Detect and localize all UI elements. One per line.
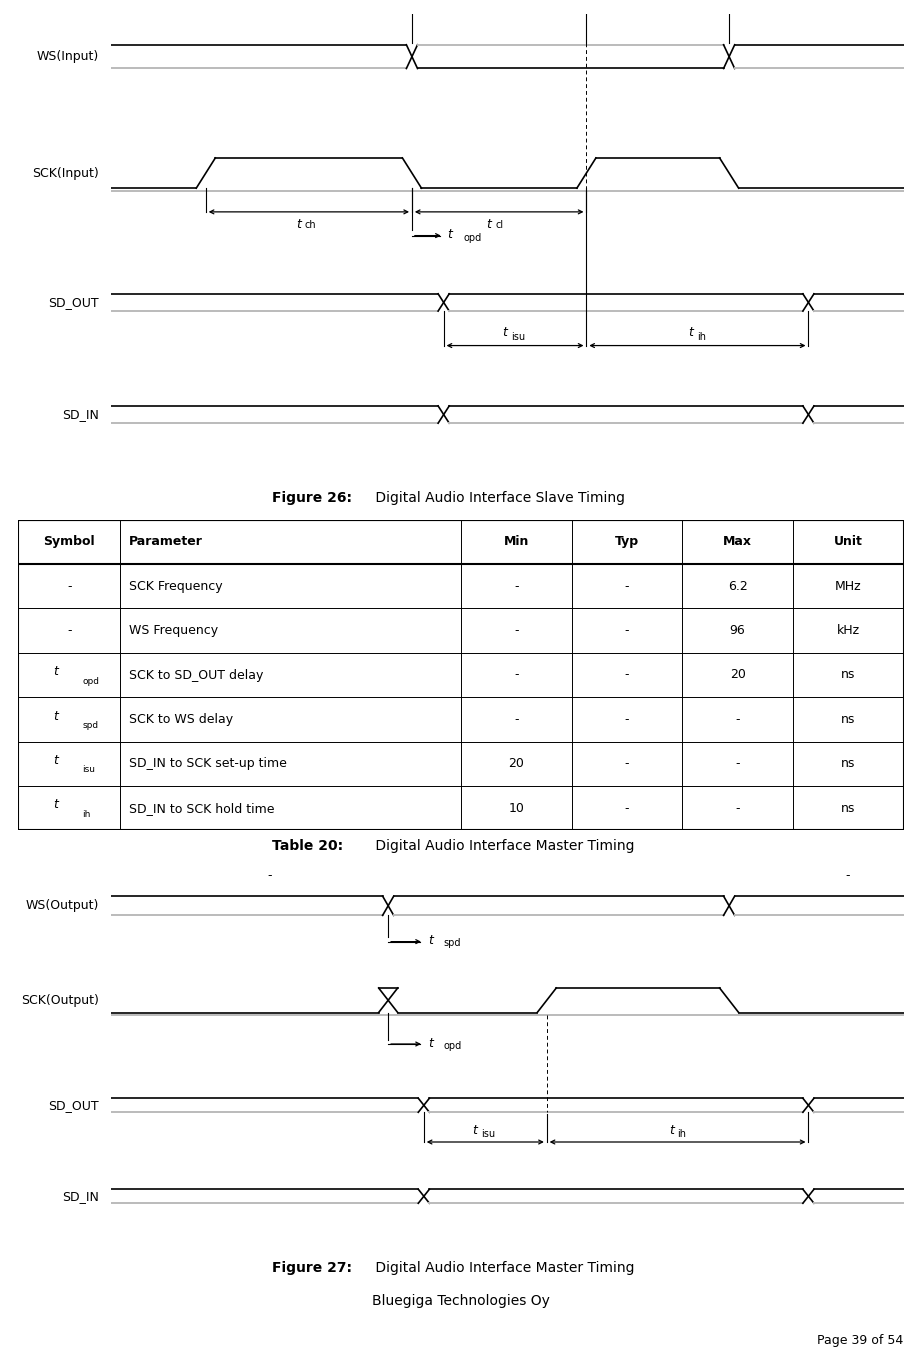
Text: opd: opd	[83, 676, 100, 686]
Text: SCK to SD_OUT delay: SCK to SD_OUT delay	[129, 668, 264, 682]
Text: SCK Frequency: SCK Frequency	[129, 579, 223, 593]
Text: -: -	[67, 579, 72, 593]
Text: opd: opd	[443, 1041, 462, 1050]
Text: ih: ih	[678, 1129, 687, 1139]
Text: -: -	[736, 757, 739, 771]
Text: -: -	[625, 624, 629, 637]
Text: -: -	[625, 757, 629, 771]
Text: t: t	[668, 1123, 674, 1137]
Text: SD_OUT: SD_OUT	[48, 296, 99, 309]
Text: Min: Min	[503, 536, 529, 548]
Text: ih: ih	[697, 332, 706, 342]
Text: SD_IN: SD_IN	[62, 408, 99, 421]
Text: Unit: Unit	[833, 536, 863, 548]
Text: SCK to WS delay: SCK to WS delay	[129, 713, 233, 726]
Text: -: -	[625, 802, 629, 814]
Text: Parameter: Parameter	[129, 536, 203, 548]
Text: Figure 27:: Figure 27:	[272, 1261, 352, 1274]
Text: SD_IN: SD_IN	[62, 1189, 99, 1203]
Text: SD_OUT: SD_OUT	[48, 1099, 99, 1112]
Text: -: -	[267, 868, 271, 882]
Text: t: t	[487, 219, 491, 231]
Text: t: t	[689, 327, 693, 339]
Text: 10: 10	[508, 802, 525, 814]
Text: 96: 96	[729, 624, 746, 637]
Text: t: t	[472, 1123, 478, 1137]
Text: -: -	[67, 624, 72, 637]
Text: -: -	[514, 713, 518, 726]
Text: -: -	[845, 868, 850, 882]
Text: -: -	[625, 579, 629, 593]
Text: kHz: kHz	[836, 624, 860, 637]
Text: isu: isu	[511, 332, 526, 342]
Text: cl: cl	[495, 220, 503, 231]
Text: ih: ih	[83, 810, 91, 819]
Text: spd: spd	[443, 938, 461, 949]
Text: Bluegiga Technologies Oy: Bluegiga Technologies Oy	[372, 1295, 550, 1308]
Text: Page 39 of 54: Page 39 of 54	[817, 1334, 904, 1347]
Text: t: t	[448, 228, 453, 242]
Text: -: -	[736, 802, 739, 814]
Text: t: t	[502, 327, 507, 339]
Text: ns: ns	[841, 713, 856, 726]
Text: Digital Audio Interface Master Timing: Digital Audio Interface Master Timing	[371, 840, 634, 853]
Text: isu: isu	[481, 1129, 495, 1139]
Text: SD_IN to SCK hold time: SD_IN to SCK hold time	[129, 802, 275, 814]
Text: t: t	[53, 666, 58, 679]
Text: SD_IN to SCK set-up time: SD_IN to SCK set-up time	[129, 757, 287, 771]
Text: -: -	[625, 668, 629, 682]
Text: t: t	[428, 934, 432, 948]
Text: -: -	[514, 668, 518, 682]
Text: -: -	[736, 713, 739, 726]
Text: spd: spd	[83, 721, 99, 730]
Text: t: t	[428, 1037, 432, 1050]
Text: t: t	[53, 755, 58, 767]
Text: Digital Audio Interface Master Timing: Digital Audio Interface Master Timing	[371, 1261, 634, 1274]
Text: WS Frequency: WS Frequency	[129, 624, 219, 637]
Text: Typ: Typ	[615, 536, 639, 548]
Text: isu: isu	[83, 765, 96, 775]
Text: opd: opd	[464, 232, 481, 243]
Text: 20: 20	[508, 757, 525, 771]
Text: t: t	[53, 710, 58, 722]
Text: t: t	[296, 219, 301, 231]
Text: SCK(Output): SCK(Output)	[21, 994, 99, 1007]
Text: t: t	[53, 798, 58, 811]
Text: WS(Input): WS(Input)	[37, 50, 99, 63]
Text: 6.2: 6.2	[727, 579, 748, 593]
Text: 20: 20	[729, 668, 746, 682]
Text: ns: ns	[841, 802, 856, 814]
Text: Figure 26:: Figure 26:	[272, 491, 352, 505]
Text: WS(Output): WS(Output)	[26, 899, 99, 913]
Text: ch: ch	[305, 220, 316, 231]
Text: Digital Audio Interface Slave Timing: Digital Audio Interface Slave Timing	[371, 491, 624, 505]
Text: Table 20:: Table 20:	[272, 840, 343, 853]
Text: Symbol: Symbol	[43, 536, 95, 548]
Text: ns: ns	[841, 757, 856, 771]
Text: -: -	[514, 579, 518, 593]
Text: -: -	[625, 713, 629, 726]
Text: MHz: MHz	[835, 579, 861, 593]
Text: -: -	[514, 624, 518, 637]
Text: Max: Max	[723, 536, 752, 548]
Text: SCK(Input): SCK(Input)	[32, 166, 99, 180]
Text: ns: ns	[841, 668, 856, 682]
